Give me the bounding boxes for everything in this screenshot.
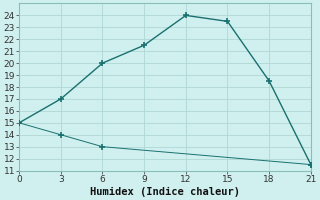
X-axis label: Humidex (Indice chaleur): Humidex (Indice chaleur) bbox=[90, 186, 240, 197]
